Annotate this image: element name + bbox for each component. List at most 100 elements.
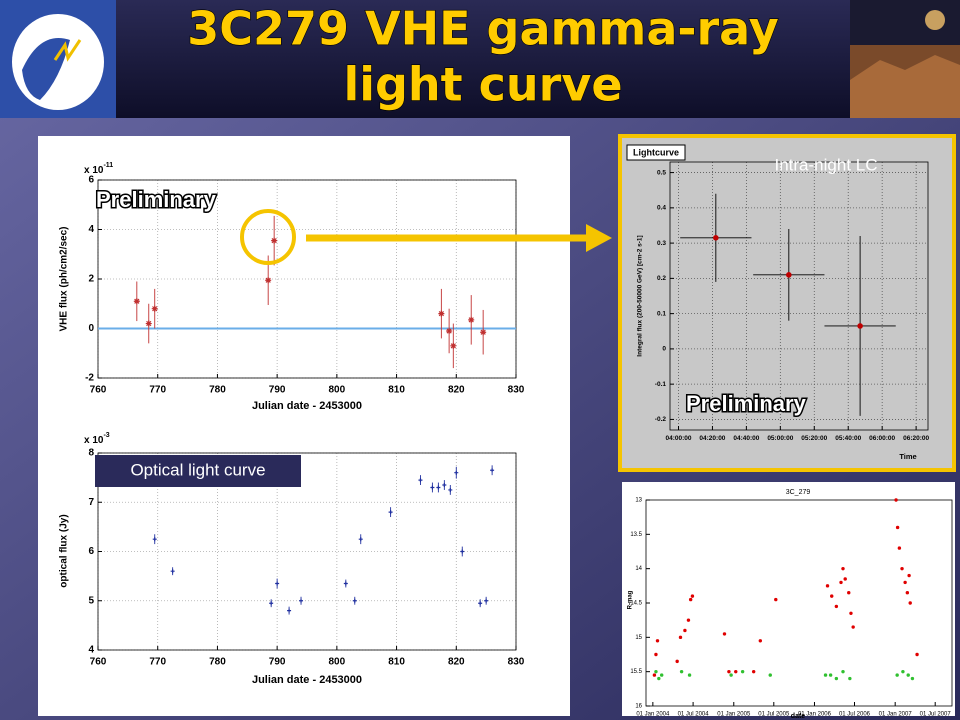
point — [740, 669, 745, 674]
point — [897, 546, 902, 550]
y-tick-label: 0 — [88, 323, 94, 334]
marker — [786, 272, 792, 278]
point — [895, 673, 899, 677]
x-tick-label: 820 — [448, 385, 465, 396]
marker — [442, 483, 447, 488]
preliminary-label: Preliminary — [686, 391, 807, 416]
marker — [450, 342, 457, 349]
point — [905, 591, 910, 595]
multiplier-exponent: -11 — [103, 162, 113, 169]
point — [823, 673, 828, 677]
point — [652, 673, 657, 677]
marker — [480, 329, 487, 336]
x-tick-label: 830 — [508, 657, 525, 668]
y-tick-label: 14.5 — [630, 601, 642, 607]
marker — [460, 549, 465, 554]
intra-night-panel — [618, 134, 956, 472]
x-tick-label: 770 — [149, 385, 166, 396]
multiplier: x 10-3 — [84, 432, 110, 446]
x-tick-label: 04:20:00 — [699, 435, 725, 442]
y-axis-label: R-mag — [628, 590, 634, 609]
slide-title: light curve — [343, 58, 622, 112]
point — [687, 673, 692, 677]
point — [729, 673, 733, 677]
point — [657, 676, 661, 681]
x-tick-label: 01 Jul 2005 — [758, 712, 790, 718]
y-tick-label: 0 — [662, 346, 666, 353]
point — [727, 669, 731, 674]
optical-label: Optical light curve — [130, 460, 265, 479]
point — [834, 676, 839, 681]
point — [908, 601, 912, 605]
y-tick-label: 2 — [88, 274, 94, 285]
highlight-circle — [240, 209, 296, 265]
point — [843, 577, 847, 581]
x-tick-label: 810 — [388, 657, 405, 668]
x-axis-label: date — [791, 713, 806, 720]
x-tick-label: 05:20:00 — [801, 435, 827, 442]
slide-title: 3C279 VHE gamma-ray — [187, 2, 779, 56]
y-tick-label: -2 — [85, 373, 94, 384]
marker — [275, 581, 280, 586]
label-box — [95, 455, 301, 487]
marker — [358, 537, 363, 542]
y-tick-label: 7 — [88, 497, 94, 508]
point — [849, 611, 853, 615]
point — [679, 669, 684, 674]
x-tick-label: 790 — [269, 657, 286, 668]
point — [751, 669, 756, 674]
point — [900, 566, 904, 571]
x-axis-label: Time — [899, 452, 916, 461]
marker — [430, 485, 435, 490]
y-tick-label: -0.2 — [655, 416, 667, 423]
marker — [170, 569, 175, 574]
y-tick-label: 15 — [635, 635, 642, 641]
marker — [145, 320, 152, 327]
preliminary-label: Preliminary — [96, 187, 217, 212]
point — [907, 573, 911, 578]
marker — [352, 598, 357, 603]
point — [659, 673, 664, 677]
x-tick-label: 06:00:00 — [869, 435, 895, 442]
x-tick-label: 01 Jan 2007 — [879, 712, 913, 718]
x-tick-label: 01 Jan 2004 — [636, 712, 670, 718]
y-tick-label: 13.5 — [630, 532, 642, 538]
multiplier: x 10-11 — [84, 162, 113, 176]
point — [848, 676, 852, 681]
marker — [468, 316, 475, 323]
y-axis-label: Integral flux (200-50000 GeV) [cm-2 s-1] — [637, 235, 644, 356]
point — [830, 594, 834, 598]
marker — [418, 478, 423, 483]
point — [894, 498, 898, 502]
point — [906, 673, 910, 677]
point — [686, 618, 691, 622]
y-tick-label: 0.2 — [657, 275, 666, 282]
point — [774, 597, 778, 602]
point — [839, 580, 843, 585]
x-tick-label: 04:00:00 — [665, 435, 691, 442]
y-tick-label: 0.5 — [657, 169, 666, 176]
x-tick-label: 800 — [329, 657, 346, 668]
point — [688, 597, 693, 602]
marker — [287, 608, 292, 613]
left-logo — [0, 0, 116, 118]
marker — [151, 305, 158, 312]
multiplier-base: x 10 — [84, 435, 104, 446]
point — [678, 635, 683, 640]
point — [675, 659, 679, 664]
arrow-head — [586, 224, 612, 252]
point — [690, 594, 695, 598]
x-tick-label: 760 — [90, 385, 107, 396]
y-tick-label: 13 — [635, 498, 642, 504]
point — [683, 628, 687, 633]
point — [851, 625, 855, 629]
marker — [343, 581, 348, 586]
y-tick-label: 15.5 — [630, 669, 642, 675]
x-axis-label: Julian date - 2453000 — [252, 674, 362, 686]
x-tick-label: 780 — [209, 657, 226, 668]
y-tick-label: 14 — [635, 566, 642, 572]
x-tick-label: 05:40:00 — [835, 435, 861, 442]
point — [901, 669, 905, 674]
marker — [438, 310, 445, 317]
